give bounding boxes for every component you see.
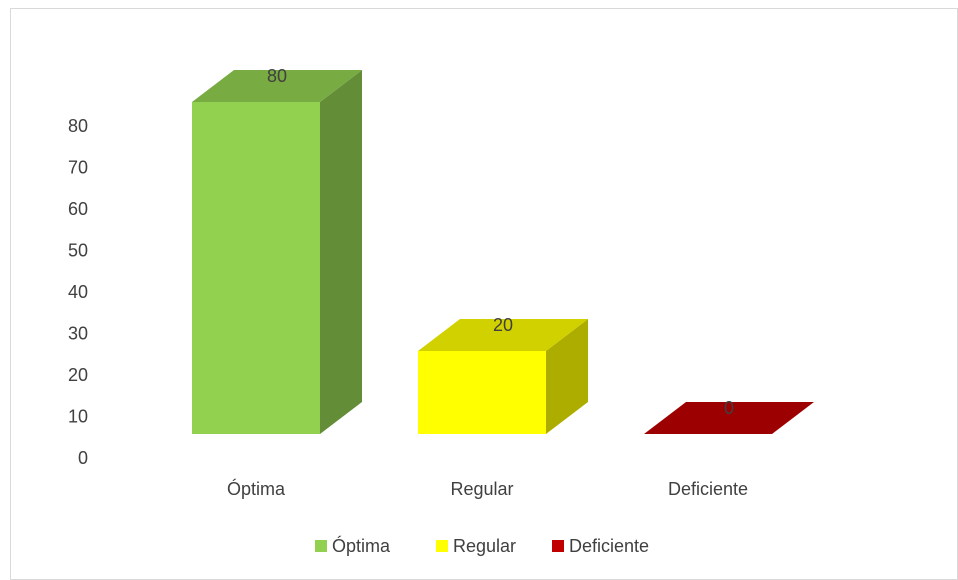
y-tick-label: 10 (68, 406, 88, 426)
data-label: 20 (493, 315, 513, 335)
bar (418, 351, 546, 434)
x-tick-label: Deficiente (668, 479, 748, 499)
y-tick-label: 50 (68, 240, 88, 260)
bar-side (546, 319, 588, 434)
bar-side (320, 70, 362, 434)
x-tick-label: Óptima (227, 478, 286, 499)
bar-top (192, 70, 362, 102)
y-tick-label: 80 (68, 116, 88, 136)
x-tick-label: Regular (450, 479, 513, 499)
bar (192, 102, 320, 434)
legend-swatch (436, 540, 448, 552)
y-tick-label: 60 (68, 199, 88, 219)
legend-swatch (552, 540, 564, 552)
legend-label: Óptima (332, 535, 391, 556)
bar-top (644, 402, 814, 434)
y-tick-label: 30 (68, 323, 88, 343)
data-label: 80 (267, 66, 287, 86)
legend-label: Regular (453, 536, 516, 556)
legend-label: Deficiente (569, 536, 649, 556)
chart-border (10, 8, 958, 580)
bar-top (418, 319, 588, 351)
y-tick-label: 40 (68, 282, 88, 302)
y-tick-label: 0 (78, 448, 88, 468)
data-label: 0 (724, 398, 734, 418)
legend-swatch (315, 540, 327, 552)
y-tick-label: 70 (68, 157, 88, 177)
y-tick-label: 20 (68, 365, 88, 385)
